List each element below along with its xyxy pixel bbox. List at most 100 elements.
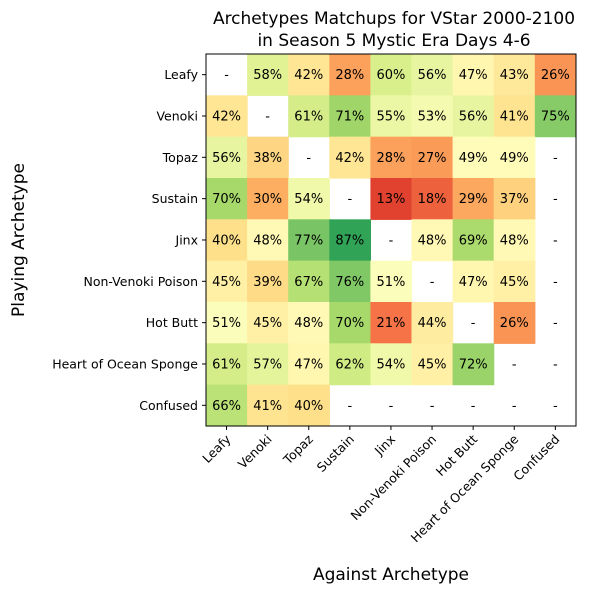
chart-title-line-1: Archetypes Matchups for VStar 2000-2100 (213, 9, 575, 29)
heatmap-cell-label: - (553, 316, 558, 331)
heatmap-cell-label: 48% (500, 233, 529, 248)
heatmap-cell (452, 54, 495, 96)
heatmap-cell (370, 343, 413, 386)
heatmap-cell (329, 301, 371, 344)
heatmap-cell-label: - (553, 151, 558, 166)
heatmap-cell-label: 58% (253, 68, 282, 83)
heatmap-cell (370, 54, 413, 96)
heatmap-cell (247, 260, 289, 303)
heatmap-cell-label: 60% (376, 68, 405, 83)
heatmap-cell-label: 47% (459, 68, 488, 83)
heatmap-cell-label: - (265, 110, 270, 125)
heatmap-cell (206, 136, 248, 179)
heatmap-cell-label: - (306, 151, 311, 166)
heatmap-cell-label: 66% (212, 399, 241, 414)
heatmap-cell (206, 95, 248, 138)
heatmap-cell (206, 301, 248, 344)
heatmap-cell-label: 57% (253, 357, 282, 372)
heatmap-cell (493, 177, 536, 220)
heatmap-cell (329, 343, 371, 386)
x-tick-label: Topaz (280, 431, 317, 468)
heatmap-cell-label: - (553, 399, 558, 414)
y-tick-label: Sustain (152, 191, 198, 206)
heatmap-cell (288, 54, 330, 96)
heatmap-cell-labels: - 58% 42% 28% 60% 56% 47% 43% 26% 42% - 61% 71% 55% 53… (212, 68, 570, 414)
heatmap-cell-label: 39% (253, 275, 282, 290)
heatmap-cell-label: 28% (335, 68, 364, 83)
heatmap-cell (452, 177, 495, 220)
heatmap-cell-label: 18% (418, 192, 447, 207)
heatmap-cell (493, 260, 536, 303)
x-tick-label: Venoki (235, 431, 275, 471)
heatmap-cell-label: 67% (294, 275, 323, 290)
heatmap-cell-label: 53% (418, 110, 447, 125)
y-axis-label: Playing Archetype (9, 163, 29, 317)
heatmap-cell (452, 219, 495, 262)
heatmap-cell (288, 219, 330, 262)
heatmap-cell-label: 49% (500, 151, 529, 166)
x-axis-label: Against Archetype (313, 565, 469, 585)
heatmap-cell-label: 13% (376, 192, 405, 207)
heatmap-cell (534, 54, 577, 96)
x-tick-label: Sustain (314, 431, 357, 474)
heatmap-cell (493, 95, 536, 138)
heatmap-cell-label: 42% (294, 68, 323, 83)
heatmap-cell-label: - (430, 275, 435, 290)
heatmap-cell-label: 26% (500, 316, 529, 331)
heatmap-cell-label: 47% (294, 357, 323, 372)
heatmap-cell (288, 95, 330, 138)
chart-title-line-2: in Season 5 Mystic Era Days 4-6 (257, 31, 530, 51)
heatmap-cell-label: - (553, 233, 558, 248)
heatmap-cell-label: 54% (294, 192, 323, 207)
heatmap-cell (534, 95, 577, 138)
heatmap-cell-label: 37% (500, 192, 529, 207)
heatmap-cell-label: 76% (335, 275, 364, 290)
heatmap-cell (247, 343, 289, 386)
x-tick-label: Jinx (371, 431, 398, 458)
heatmap-cell-label: 26% (541, 68, 570, 83)
heatmap-cell-label: - (553, 275, 558, 290)
heatmap-cell (370, 177, 413, 220)
heatmap-cell-label: 29% (459, 192, 488, 207)
heatmap-cell (370, 136, 413, 179)
heatmap-cell-label: - (512, 357, 517, 372)
heatmap-cell-label: 71% (335, 110, 364, 125)
heatmap-cell (247, 54, 289, 96)
heatmap-cell-label: - (553, 192, 558, 207)
heatmap-cell-label: 38% (253, 151, 282, 166)
heatmap-cells (206, 54, 577, 427)
heatmap-cell-label: 72% (459, 357, 488, 372)
heatmap-cell-label: 28% (376, 151, 405, 166)
heatmap-cell-label: 77% (294, 233, 323, 248)
heatmap-cell (247, 384, 289, 427)
heatmap-cell (247, 301, 289, 344)
heatmap-cell-label: 44% (418, 316, 447, 331)
heatmap-cell (411, 343, 454, 386)
heatmap-cell-label: - (512, 399, 517, 414)
heatmap-cell-label: 61% (212, 357, 241, 372)
heatmap-cell-label: 45% (212, 275, 241, 290)
heatmap-cell (329, 136, 371, 179)
heatmap-cell-label: 42% (335, 151, 364, 166)
heatmap-cell-label: 54% (376, 357, 405, 372)
y-tick-label: Jinx (175, 232, 198, 247)
heatmap-cell (206, 260, 248, 303)
heatmap-cell-label: 48% (294, 316, 323, 331)
heatmap-cell (493, 301, 536, 344)
heatmap-cell-label: - (553, 357, 558, 372)
heatmap-cell-label: 70% (335, 316, 364, 331)
y-tick-label: Heart of Ocean Sponge (52, 356, 198, 371)
heatmap-cell-label: 51% (212, 316, 241, 331)
y-tick-label: Leafy (164, 67, 198, 82)
heatmap-cell-label: 40% (294, 399, 323, 414)
y-tick-label: Confused (139, 398, 198, 413)
heatmap-cell-label: - (347, 192, 352, 207)
heatmap-cell (493, 54, 536, 96)
heatmap-cell (206, 384, 248, 427)
heatmap-cell (411, 177, 454, 220)
heatmap-cell-label: - (347, 399, 352, 414)
heatmap-cell (411, 219, 454, 262)
heatmap-cell-label: 43% (500, 68, 529, 83)
